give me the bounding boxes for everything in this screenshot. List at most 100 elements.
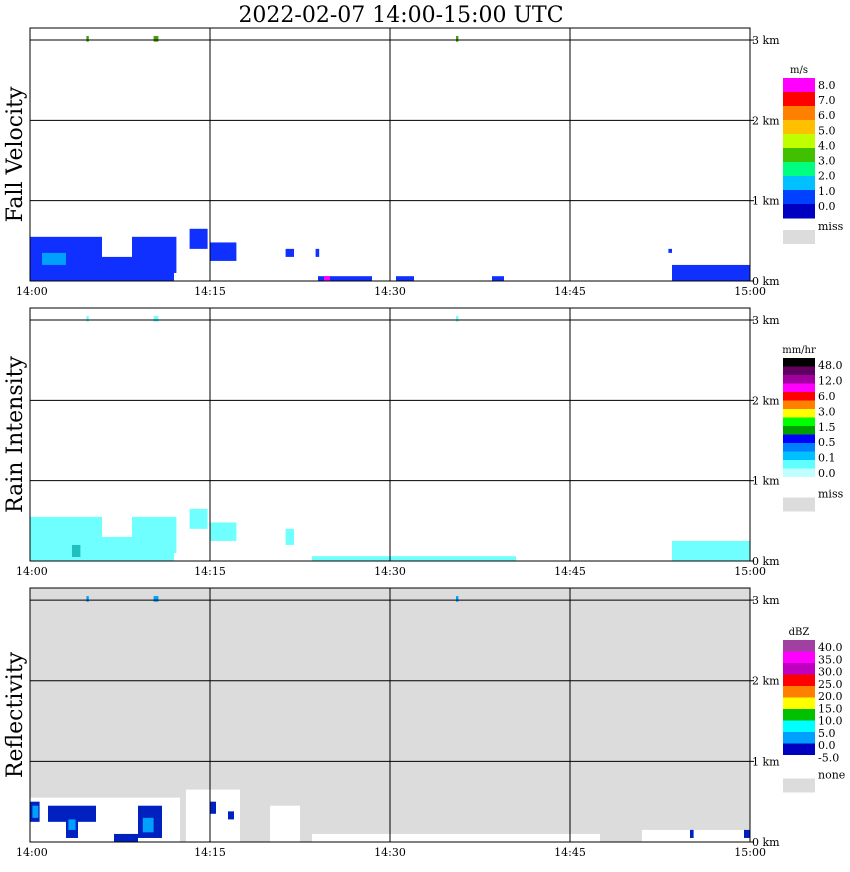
- legend-swatch: [783, 148, 815, 163]
- legend-swatch: [783, 78, 815, 93]
- x-tick-label: 14:45: [554, 565, 586, 578]
- echo-cell: [312, 833, 600, 842]
- echo-cell: [86, 36, 89, 42]
- y-tick-label: 1 km: [752, 755, 780, 768]
- x-tick-label: 14:30: [374, 285, 406, 298]
- legend-swatch: [783, 176, 815, 191]
- legend-swatch: [783, 443, 815, 452]
- legend-swatch: [783, 358, 815, 367]
- legend-label: 8.0: [818, 79, 836, 92]
- echo-cell: [396, 276, 414, 281]
- x-tick-label: 14:00: [16, 565, 48, 578]
- y-tick-label: 2 km: [752, 394, 780, 407]
- reflectivity-legend: dBZ 40.035.030.025.020.015.010.05.00.0-5.…: [783, 627, 845, 793]
- legend-swatch: [783, 732, 815, 744]
- echo-cell: [285, 248, 294, 257]
- legend-swatch: [783, 434, 815, 444]
- echo-cell: [312, 556, 516, 561]
- y-tick-label: 1 km: [752, 195, 780, 208]
- echo-cell: [744, 829, 750, 838]
- echo-cell: [210, 522, 237, 541]
- legend-label: -5.0: [818, 751, 839, 764]
- legend-miss-swatch: [783, 230, 815, 244]
- x-tick-label: 14:45: [554, 285, 586, 298]
- legend-label: 3.0: [818, 405, 836, 418]
- echo-cell: [153, 316, 159, 322]
- legend-swatch: [783, 697, 815, 710]
- legend-label: 48.0: [818, 359, 843, 372]
- legend-label: 5.0: [818, 124, 836, 137]
- reflectivity-panel: 0 km 1 km 2 km 3 km 14:00 14:15 14:30 14:45 15:0…: [3, 587, 845, 859]
- legend-label: 6.0: [818, 109, 836, 122]
- legend-unit: dBZ: [789, 627, 810, 638]
- legend-label: 35.0: [818, 653, 843, 666]
- legend-swatch: [783, 375, 815, 384]
- echo-cell: [86, 316, 89, 322]
- y-tick-label: 3 km: [752, 314, 780, 327]
- legend-swatch: [783, 755, 815, 767]
- echo-cell: [318, 276, 372, 281]
- echo-cells: [30, 36, 750, 281]
- plot-frame: [29, 27, 751, 282]
- legend-swatch: [783, 640, 815, 652]
- legend-label: 1.0: [818, 185, 836, 198]
- legend-swatch: [783, 663, 815, 675]
- y-tick-label: 2 km: [752, 114, 780, 127]
- legend-swatch: [783, 400, 815, 410]
- fall-velocity-panel: 0 km 1 km 2 km 3 km 14:00 14:15 14:30 14:45 15:0…: [3, 27, 844, 298]
- echo-cell: [132, 236, 177, 273]
- legend-label: 0.5: [818, 436, 836, 449]
- legend-swatch: [783, 460, 815, 469]
- legend-label: 12.0: [818, 374, 843, 387]
- legend-swatch: [783, 743, 815, 756]
- legend-swatch: [783, 651, 815, 664]
- legend-label: 0.1: [818, 452, 836, 465]
- x-tick-label: 14:00: [16, 285, 48, 298]
- plot-frame: [29, 587, 751, 843]
- echo-cell: [189, 508, 208, 529]
- x-tick-label: 14:30: [374, 846, 406, 859]
- x-tick-label: 15:00: [734, 846, 766, 859]
- legend-label: 2.0: [818, 170, 836, 183]
- legend-label: 25.0: [818, 678, 843, 691]
- echo-cell: [142, 817, 154, 833]
- legend-miss-label: miss: [818, 220, 844, 233]
- y-tick-label: 0 km: [752, 836, 780, 849]
- legend-label: 15.0: [818, 702, 843, 715]
- x-tick-label: 14:15: [194, 846, 226, 859]
- legend-swatch: [783, 162, 815, 177]
- legend-swatch: [783, 720, 815, 733]
- legend-swatch: [783, 468, 815, 478]
- y-tick-label: 3 km: [752, 34, 780, 47]
- legend-swatch: [783, 409, 815, 418]
- legend-label: 0.0: [818, 467, 836, 480]
- legend-swatch: [783, 190, 815, 205]
- legend-miss-label: none: [818, 769, 845, 782]
- x-tick-label: 14:30: [374, 565, 406, 578]
- legend-swatch: [783, 451, 815, 461]
- legend-unit: mm/hr: [782, 345, 816, 356]
- legend-swatch: [783, 392, 815, 401]
- legend-label: 5.0: [818, 727, 836, 740]
- legend-miss-swatch: [783, 497, 815, 512]
- x-tick-label: 15:00: [734, 565, 766, 578]
- legend-miss-label: miss: [818, 488, 844, 501]
- echo-cell: [30, 516, 102, 561]
- echo-cell: [42, 252, 66, 265]
- legend-label: 6.0: [818, 390, 836, 403]
- y-tick-label: 0 km: [752, 555, 780, 568]
- legend-label: 3.0: [818, 155, 836, 168]
- echo-cell: [642, 829, 750, 842]
- legend-miss-swatch: [783, 778, 815, 793]
- echo-cell: [228, 811, 234, 820]
- echo-cell: [48, 805, 96, 822]
- y-tick-label: 3 km: [752, 594, 780, 607]
- echo-cell: [285, 528, 294, 545]
- figure-title: 2022-02-07 14:00-15:00 UTC: [238, 3, 563, 28]
- legend-swatch: [783, 134, 815, 149]
- x-tick-label: 14:15: [194, 285, 226, 298]
- echo-cell: [270, 805, 300, 842]
